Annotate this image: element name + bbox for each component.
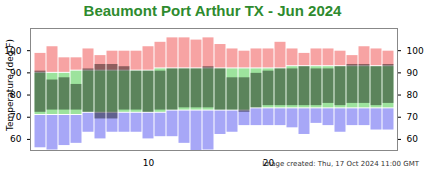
svg-text:90: 90 <box>407 68 419 78</box>
svg-text:60: 60 <box>10 134 22 144</box>
svg-text:70: 70 <box>407 112 419 122</box>
svg-text:60: 60 <box>407 134 419 144</box>
svg-text:80: 80 <box>407 90 419 100</box>
svg-text:10: 10 <box>143 158 155 166</box>
svg-text:100: 100 <box>407 46 424 56</box>
